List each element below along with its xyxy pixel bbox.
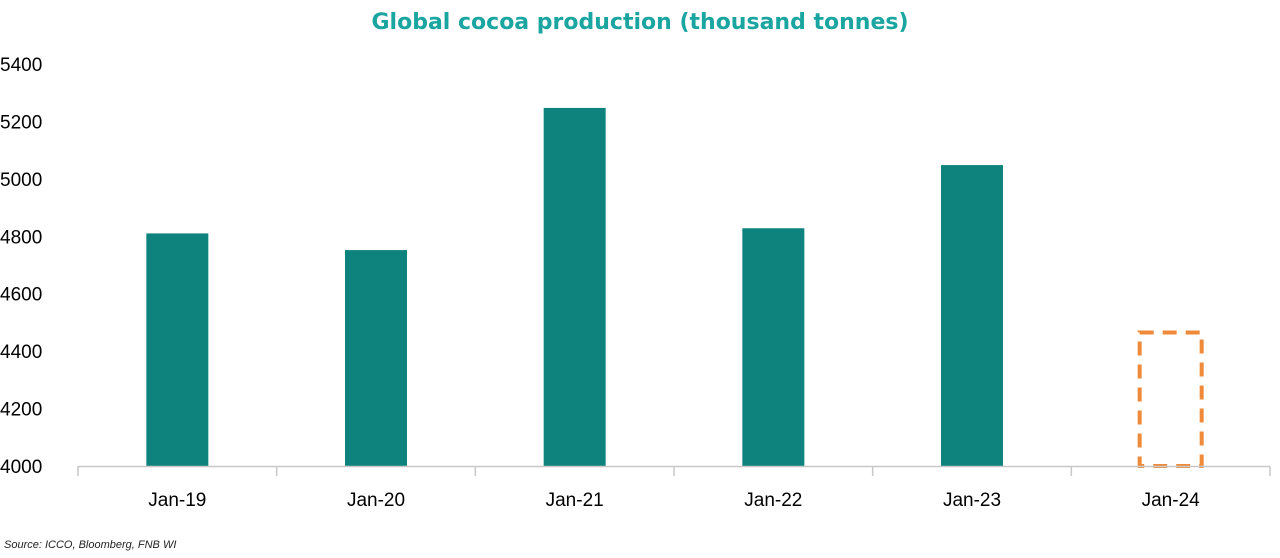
bar-estimate bbox=[1137, 330, 1204, 468]
source-note: Source: ICCO, Bloomberg, FNB WI bbox=[4, 539, 176, 551]
x-axis-ticks: Jan-19 Jan-20 Jan-21 Jan-22 Jan-23 Jan-24 bbox=[148, 490, 1200, 511]
x-tick-label: Jan-21 bbox=[546, 490, 604, 511]
bar bbox=[742, 228, 805, 466]
bar bbox=[941, 165, 1003, 466]
x-axis-separators bbox=[77, 466, 1271, 476]
x-tick-label: Jan-24 bbox=[1142, 490, 1201, 511]
y-tick-label: 5200 bbox=[0, 112, 42, 133]
bar bbox=[146, 233, 209, 466]
x-tick-label: Jan-19 bbox=[148, 490, 206, 511]
chart-title: Global cocoa production (thousand tonnes… bbox=[371, 10, 908, 35]
y-tick-label: 4600 bbox=[0, 285, 42, 306]
bars-group bbox=[146, 107, 1204, 468]
y-tick-label: 4400 bbox=[0, 342, 42, 363]
y-tick-label: 5000 bbox=[0, 170, 42, 191]
bar bbox=[543, 107, 606, 466]
y-tick-label: 4000 bbox=[0, 457, 42, 478]
x-tick-label: Jan-22 bbox=[744, 490, 802, 511]
x-tick-label: Jan-23 bbox=[943, 490, 1001, 511]
y-tick-label: 4200 bbox=[0, 400, 42, 421]
y-tick-label: 5400 bbox=[0, 55, 42, 76]
y-axis-ticks: 4000 4200 4400 4600 4800 5000 5200 5400 bbox=[0, 55, 42, 478]
y-tick-label: 4800 bbox=[0, 227, 42, 248]
bar bbox=[345, 250, 407, 466]
x-tick-label: Jan-20 bbox=[347, 490, 405, 511]
